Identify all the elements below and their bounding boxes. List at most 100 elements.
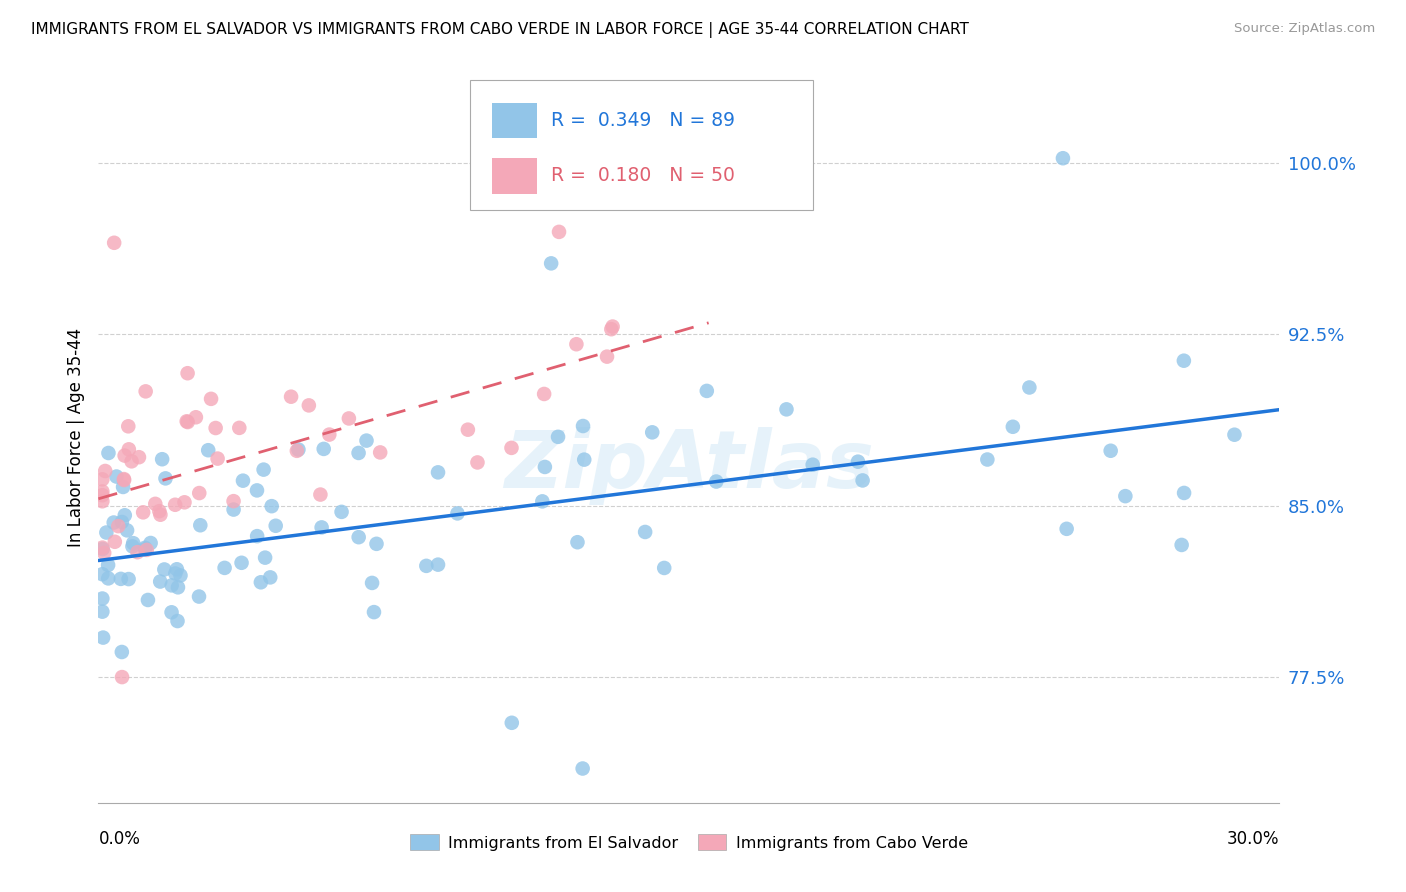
Point bbox=[567, 535, 589, 549]
Y-axis label: In Labor Force | Age 35-44: In Labor Force | Age 35-44 bbox=[66, 327, 84, 547]
Point bbox=[184, 410, 207, 425]
Point bbox=[534, 459, 557, 474]
Point bbox=[801, 458, 824, 472]
Point bbox=[309, 487, 332, 501]
Point bbox=[188, 486, 211, 500]
Point bbox=[337, 411, 360, 425]
Point bbox=[204, 421, 226, 435]
Point bbox=[1056, 522, 1078, 536]
Point bbox=[200, 392, 222, 406]
Point bbox=[574, 452, 596, 467]
Point bbox=[91, 494, 114, 508]
Point bbox=[501, 441, 523, 455]
Point bbox=[280, 390, 302, 404]
Point bbox=[176, 414, 198, 428]
Point bbox=[228, 421, 250, 435]
Point bbox=[153, 562, 176, 576]
Point bbox=[368, 445, 391, 459]
Text: R =  0.349   N = 89: R = 0.349 N = 89 bbox=[551, 111, 735, 130]
Point bbox=[565, 337, 588, 351]
Point bbox=[446, 507, 468, 521]
Point bbox=[165, 566, 187, 581]
Point bbox=[91, 605, 114, 619]
Point bbox=[118, 442, 141, 457]
Point bbox=[641, 425, 664, 440]
Point bbox=[160, 578, 183, 592]
Point bbox=[214, 561, 236, 575]
Point bbox=[132, 505, 155, 519]
Point bbox=[501, 715, 523, 730]
Point bbox=[149, 574, 172, 589]
Point bbox=[97, 571, 120, 585]
Point bbox=[112, 480, 135, 494]
Point bbox=[169, 568, 191, 582]
Point bbox=[361, 576, 384, 591]
Point bbox=[127, 545, 149, 559]
Point bbox=[148, 504, 170, 518]
Point bbox=[188, 518, 211, 533]
Text: IMMIGRANTS FROM EL SALVADOR VS IMMIGRANTS FROM CABO VERDE IN LABOR FORCE | AGE 3: IMMIGRANTS FROM EL SALVADOR VS IMMIGRANT… bbox=[31, 22, 969, 38]
Point bbox=[155, 471, 177, 485]
Point bbox=[246, 529, 269, 543]
Point bbox=[457, 423, 479, 437]
Point bbox=[246, 483, 269, 498]
Point bbox=[222, 494, 245, 508]
Point bbox=[136, 593, 159, 607]
Point bbox=[1114, 489, 1136, 503]
Point bbox=[846, 455, 869, 469]
Point bbox=[166, 562, 188, 576]
Point bbox=[571, 762, 593, 776]
Point bbox=[128, 450, 150, 465]
Point bbox=[105, 469, 128, 483]
Point bbox=[415, 558, 437, 573]
Point bbox=[110, 572, 132, 586]
Text: R =  0.180   N = 50: R = 0.180 N = 50 bbox=[551, 167, 734, 186]
Point bbox=[91, 567, 114, 582]
Legend: Immigrants from El Salvador, Immigrants from Cabo Verde: Immigrants from El Salvador, Immigrants … bbox=[404, 828, 974, 857]
Point bbox=[94, 464, 117, 478]
Point bbox=[298, 398, 321, 412]
Point bbox=[704, 475, 727, 489]
Point bbox=[111, 515, 134, 529]
Point bbox=[547, 430, 569, 444]
Point bbox=[312, 442, 335, 456]
Point bbox=[976, 452, 998, 467]
Point bbox=[188, 590, 211, 604]
Point bbox=[260, 499, 283, 513]
Point bbox=[318, 427, 340, 442]
Point bbox=[91, 484, 114, 499]
Point bbox=[112, 473, 135, 487]
Point bbox=[252, 462, 274, 476]
Point bbox=[231, 556, 253, 570]
Point bbox=[165, 498, 187, 512]
Point bbox=[232, 474, 254, 488]
Point bbox=[287, 442, 309, 457]
Point bbox=[531, 494, 554, 508]
Point bbox=[1099, 443, 1122, 458]
FancyBboxPatch shape bbox=[471, 80, 813, 211]
Point bbox=[177, 415, 200, 429]
Point bbox=[111, 670, 134, 684]
Point bbox=[134, 542, 156, 557]
Point bbox=[533, 387, 555, 401]
Point bbox=[134, 541, 156, 555]
Point bbox=[1018, 380, 1040, 394]
Point bbox=[139, 536, 162, 550]
Point bbox=[197, 443, 219, 458]
Point bbox=[121, 540, 143, 554]
Point bbox=[356, 434, 378, 448]
Point bbox=[91, 541, 114, 555]
Point bbox=[540, 256, 562, 270]
Point bbox=[264, 518, 287, 533]
Text: ZipAtlas: ZipAtlas bbox=[503, 427, 875, 506]
Point bbox=[254, 550, 277, 565]
Text: Source: ZipAtlas.com: Source: ZipAtlas.com bbox=[1234, 22, 1375, 36]
Point bbox=[259, 570, 281, 584]
Point bbox=[652, 561, 675, 575]
Point bbox=[103, 235, 125, 250]
Point bbox=[1052, 151, 1074, 165]
Point bbox=[250, 575, 273, 590]
Point bbox=[347, 446, 370, 460]
Point bbox=[1001, 419, 1024, 434]
Point bbox=[696, 384, 718, 398]
